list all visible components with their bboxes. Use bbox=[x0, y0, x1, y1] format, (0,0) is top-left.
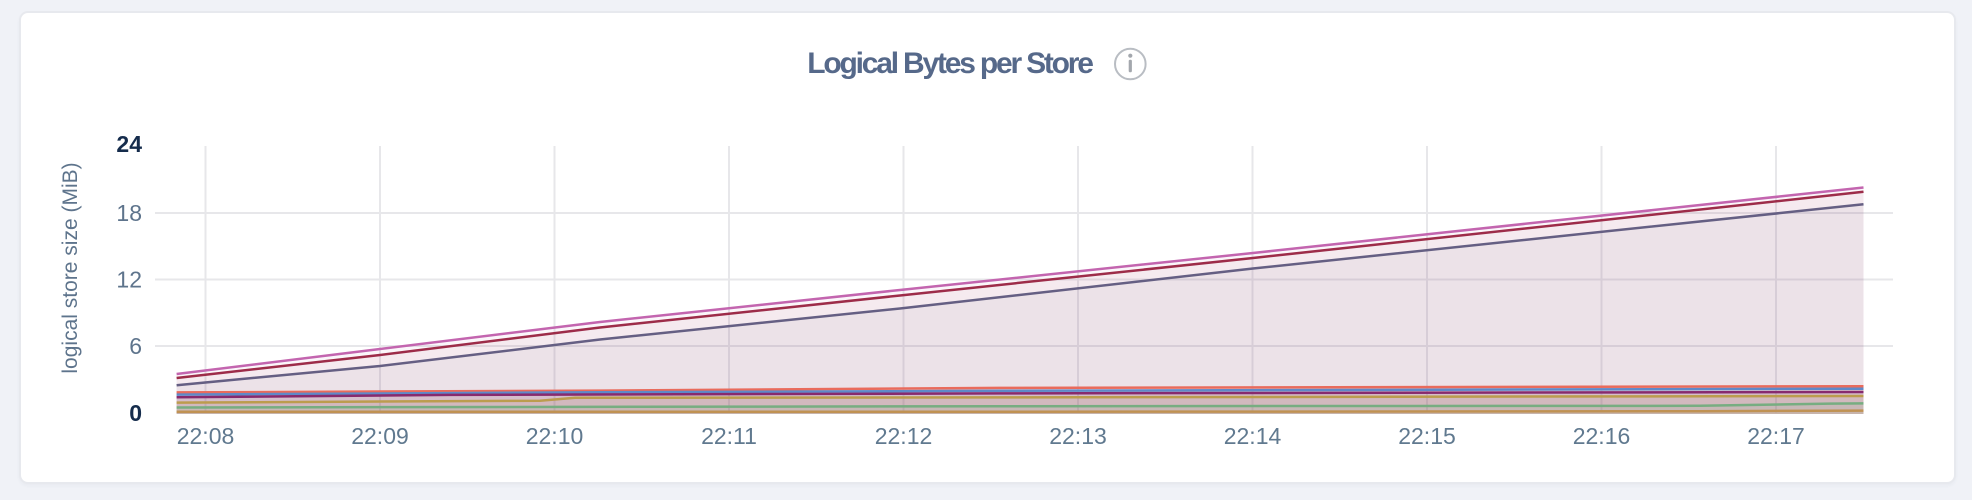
svg-text:22:14: 22:14 bbox=[1224, 423, 1282, 449]
svg-text:logical store size (MiB): logical store size (MiB) bbox=[59, 162, 82, 373]
svg-text:22:15: 22:15 bbox=[1398, 423, 1456, 449]
svg-text:Logical Bytes per Store: Logical Bytes per Store bbox=[807, 47, 1093, 80]
svg-text:18: 18 bbox=[116, 200, 142, 226]
svg-text:22:16: 22:16 bbox=[1573, 423, 1631, 449]
svg-text:6: 6 bbox=[129, 333, 142, 359]
svg-text:22:09: 22:09 bbox=[351, 423, 409, 449]
svg-text:22:08: 22:08 bbox=[177, 423, 235, 449]
svg-text:22:13: 22:13 bbox=[1049, 423, 1107, 449]
svg-text:22:12: 22:12 bbox=[875, 423, 933, 449]
svg-text:22:11: 22:11 bbox=[701, 423, 757, 449]
svg-text:12: 12 bbox=[116, 267, 142, 293]
svg-text:24: 24 bbox=[116, 131, 142, 157]
svg-text:22:17: 22:17 bbox=[1747, 423, 1805, 449]
svg-text:22:10: 22:10 bbox=[526, 423, 584, 449]
svg-text:0: 0 bbox=[129, 400, 142, 426]
